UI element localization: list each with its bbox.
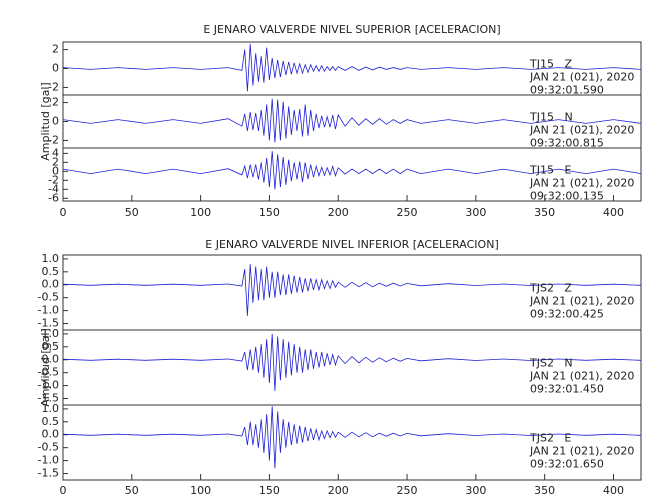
y-tick-label: -2	[48, 133, 59, 146]
y-tick-label: 0.0	[42, 428, 60, 441]
panel-frame	[62, 404, 642, 481]
x-tick-label: 250	[397, 484, 418, 497]
x-tick-label: 400	[603, 484, 624, 497]
y-axis-label: Amplitud [gal]	[39, 328, 52, 406]
trace-annotation: 09:32:00.135	[530, 190, 604, 203]
trace-annotation: JAN 21 (021), 2020	[529, 445, 634, 458]
trace-annotation: JAN 21 (021), 2020	[529, 71, 634, 84]
y-tick-label: -0.5	[38, 441, 59, 454]
y-tick-label: 4	[52, 146, 59, 159]
panel-frame	[62, 147, 642, 202]
y-tick-label: -1.5	[38, 467, 59, 480]
x-tick-label: 300	[465, 206, 486, 219]
y-tick-label: -2	[48, 80, 59, 93]
y-tick-label: -2	[48, 173, 59, 186]
x-tick-label: 0	[60, 206, 67, 219]
waveform	[62, 98, 642, 143]
y-tick-label: 0	[52, 115, 59, 128]
y-tick-label: -1.0	[38, 304, 59, 317]
x-tick-label: 350	[534, 206, 555, 219]
y-tick-label: -1.5	[38, 317, 59, 330]
y-tick-label: -0.5	[38, 291, 59, 304]
x-tick-label: 100	[190, 484, 211, 497]
x-tick-label: 400	[603, 206, 624, 219]
y-tick-label: 0.5	[42, 340, 60, 353]
trace-annotation: JAN 21 (021), 2020	[529, 295, 634, 308]
trace-annotation: JAN 21 (021), 2020	[529, 177, 634, 190]
trace-annotation: JAN 21 (021), 2020	[529, 370, 634, 383]
y-tick-label: 2	[52, 155, 59, 168]
x-tick-label: 200	[328, 484, 349, 497]
chart-title: E JENARO VALVERDE NIVEL SUPERIOR [ACELER…	[203, 23, 500, 36]
y-tick-label: 0.0	[42, 278, 60, 291]
trace-annotation: JAN 21 (021), 2020	[529, 124, 634, 137]
trace-annotation: 09:32:00.425	[530, 308, 604, 321]
y-tick-label: -1.0	[38, 379, 59, 392]
x-tick-label: 50	[125, 206, 139, 219]
y-axis-label: Amplitud [gal]	[39, 82, 52, 160]
trace-annotation: 09:32:01.650	[530, 458, 604, 471]
y-tick-label: 1.0	[42, 327, 60, 340]
x-tick-label: 300	[465, 484, 486, 497]
trace-annotation: TJ15 N	[529, 111, 573, 124]
waveform	[62, 333, 642, 391]
y-tick-label: 0.5	[42, 415, 60, 428]
chart-title: E JENARO VALVERDE NIVEL INFERIOR [ACELER…	[205, 238, 498, 251]
y-tick-label: 2	[52, 96, 59, 109]
y-tick-label: -6	[48, 191, 59, 204]
y-tick-label: 0.0	[42, 353, 60, 366]
x-tick-label: 350	[534, 484, 555, 497]
y-tick-label: -1.0	[38, 454, 59, 467]
trace-annotation: 09:32:01.450	[530, 383, 604, 396]
x-tick-label: 100	[190, 206, 211, 219]
waveform	[62, 406, 642, 469]
y-tick-label: 0	[52, 62, 59, 75]
trace-annotation: TJS2 Z	[529, 282, 572, 295]
y-tick-label: -1.5	[38, 392, 59, 405]
trace-annotation: 09:32:00.815	[530, 137, 604, 150]
x-tick-label: 150	[259, 484, 280, 497]
waveform	[62, 264, 642, 316]
y-tick-label: 0	[52, 164, 59, 177]
y-tick-label: 0.5	[42, 265, 60, 278]
y-tick-label: 1.0	[42, 252, 60, 265]
trace-annotation: TJ15 Z	[529, 58, 572, 71]
x-tick-label: 200	[328, 206, 349, 219]
y-tick-label: -4	[48, 182, 59, 195]
y-tick-label: 2	[52, 43, 59, 56]
trace-annotation: TJS2 E	[529, 432, 571, 445]
trace-annotation: TJ15 E	[529, 164, 571, 177]
x-tick-label: 150	[259, 206, 280, 219]
trace-annotation: TJS2 N	[529, 357, 573, 370]
trace-annotation: 09:32:01.590	[530, 84, 604, 97]
y-tick-label: -0.5	[38, 366, 59, 379]
x-tick-label: 250	[397, 206, 418, 219]
y-tick-label: 1.0	[42, 402, 60, 415]
x-tick-label: 0	[60, 484, 67, 497]
waveform	[62, 43, 642, 92]
x-tick-label: 50	[125, 484, 139, 497]
waveform	[62, 151, 642, 190]
